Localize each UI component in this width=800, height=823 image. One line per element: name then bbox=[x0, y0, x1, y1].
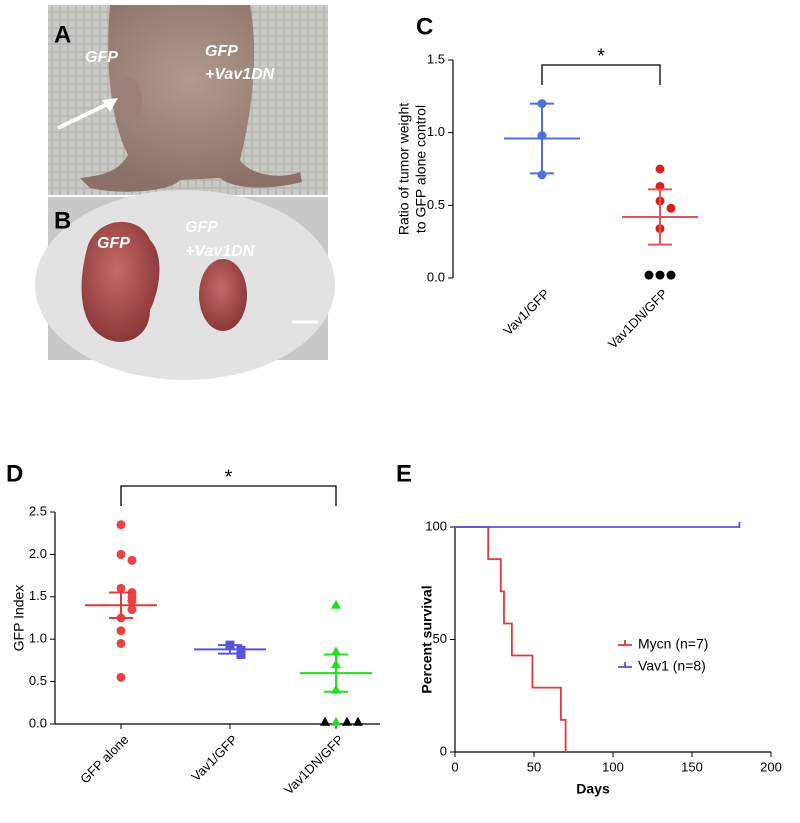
x-axis-label: Days bbox=[576, 781, 610, 797]
y-tick-label: 1.5 bbox=[427, 51, 445, 66]
survival-curve bbox=[455, 526, 567, 752]
y-tick-label: 0 bbox=[440, 743, 447, 758]
data-point bbox=[116, 626, 126, 636]
y-tick-label: 50 bbox=[433, 631, 447, 646]
x-tick-label: 0 bbox=[451, 759, 458, 774]
photo-label: +Vav1DN bbox=[205, 66, 275, 83]
data-point bbox=[342, 716, 352, 726]
data-point bbox=[353, 716, 363, 726]
y-tick-label: 100 bbox=[425, 518, 447, 533]
data-point bbox=[116, 520, 126, 530]
x-tick-label: Vav1DN/GFP bbox=[281, 732, 347, 798]
data-point bbox=[666, 270, 676, 280]
legend-label: Mycn (n=7) bbox=[638, 636, 708, 652]
data-point bbox=[666, 203, 676, 213]
data-point bbox=[655, 270, 665, 280]
significance-bracket bbox=[120, 485, 337, 506]
y-axis-label: to GFP alone control bbox=[413, 105, 429, 233]
panel-letter: A bbox=[54, 21, 71, 48]
photo-label: GFP bbox=[185, 219, 218, 236]
photo-label: +Vav1DN bbox=[185, 243, 255, 260]
y-tick-label: 2.0 bbox=[29, 546, 47, 561]
data-point bbox=[116, 672, 126, 682]
data-point bbox=[116, 549, 126, 559]
y-axis-label: GFP Index bbox=[11, 585, 27, 652]
x-tick-label: Vav1/GFP bbox=[500, 286, 552, 338]
panel-letter: B bbox=[54, 207, 71, 234]
x-tick-label: 100 bbox=[602, 759, 624, 774]
x-tick-label: GFP alone bbox=[77, 732, 131, 786]
data-point bbox=[331, 599, 341, 609]
x-tick-label: 200 bbox=[760, 759, 782, 774]
photo-label: GFP bbox=[85, 49, 118, 66]
data-point bbox=[655, 164, 665, 174]
y-axis-label: Percent survival bbox=[419, 585, 435, 693]
photo-a: A GFP GFP +Vav1DN bbox=[48, 5, 328, 195]
y-tick-label: 1.5 bbox=[29, 588, 47, 603]
panel-letter: D bbox=[6, 460, 23, 487]
x-tick-label: Vav1DN/GFP bbox=[605, 286, 671, 352]
data-point bbox=[331, 646, 341, 656]
photo-label: GFP bbox=[205, 43, 238, 60]
significance-label: * bbox=[225, 466, 233, 488]
data-point bbox=[116, 638, 126, 648]
x-tick-label: 50 bbox=[527, 759, 541, 774]
data-point bbox=[116, 583, 126, 593]
y-tick-label: 1.0 bbox=[29, 631, 47, 646]
panel-letter: E bbox=[396, 460, 412, 487]
data-point bbox=[127, 605, 137, 615]
data-point bbox=[320, 716, 330, 726]
legend-label: Vav1 (n=8) bbox=[638, 658, 706, 674]
photo-label: GFP bbox=[97, 235, 130, 252]
y-tick-label: 1.0 bbox=[427, 124, 445, 139]
y-tick-label: 2.5 bbox=[29, 503, 47, 518]
y-tick-label: 0.0 bbox=[29, 715, 47, 730]
panel-letter: C bbox=[416, 13, 433, 40]
significance-bracket bbox=[541, 64, 661, 85]
data-point bbox=[127, 555, 137, 565]
y-axis-label: Ratio of tumor weight bbox=[396, 103, 412, 235]
data-point bbox=[644, 270, 654, 280]
x-tick-label: 150 bbox=[681, 759, 703, 774]
data-point bbox=[127, 596, 137, 606]
y-tick-label: 0.5 bbox=[427, 197, 445, 212]
y-tick-label: 0.5 bbox=[29, 673, 47, 688]
significance-label: * bbox=[597, 45, 605, 67]
y-tick-label: 0.0 bbox=[427, 269, 445, 284]
x-tick-label: Vav1/GFP bbox=[188, 732, 240, 784]
data-point bbox=[331, 716, 341, 726]
photo-b: B GFP GFP +Vav1DN bbox=[35, 190, 335, 380]
